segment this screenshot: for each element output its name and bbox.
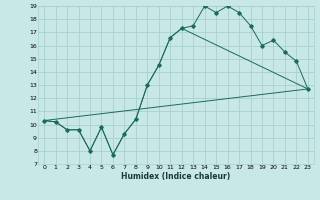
X-axis label: Humidex (Indice chaleur): Humidex (Indice chaleur): [121, 172, 231, 181]
